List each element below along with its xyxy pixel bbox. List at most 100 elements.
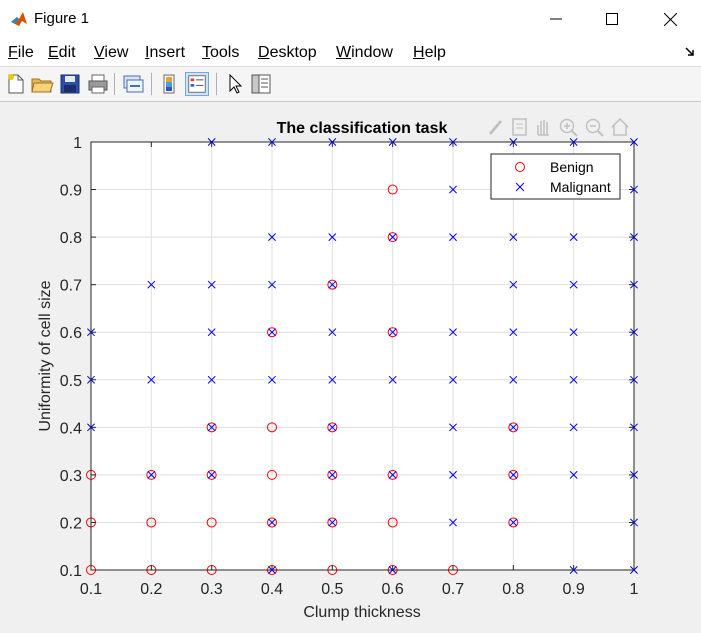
property-inspector-icon[interactable]	[249, 72, 273, 96]
pointer-icon[interactable]	[223, 72, 247, 96]
malignant-point	[328, 470, 337, 479]
benign-point	[508, 517, 519, 528]
brush-icon[interactable]	[489, 120, 502, 135]
benign-point	[387, 232, 398, 243]
menu-window[interactable]: Window	[336, 44, 393, 61]
x-tick-label: 0.8	[502, 581, 524, 598]
plot-background	[91, 142, 634, 570]
home-icon[interactable]	[611, 117, 629, 136]
legend-label-benign: Benign	[550, 159, 594, 175]
malignant-point	[509, 328, 518, 337]
malignant-point	[328, 280, 337, 289]
y-tick-label: 0.7	[60, 278, 82, 295]
x-tick-label: 0.3	[201, 581, 223, 598]
y-tick-label: 0.2	[60, 515, 82, 532]
legend-icon[interactable]	[185, 72, 209, 96]
y-tick-label: 0.9	[60, 183, 82, 200]
malignant-point	[147, 470, 156, 479]
legend-box	[490, 153, 621, 200]
benign-point	[267, 422, 277, 433]
minimize-button[interactable]	[527, 0, 585, 38]
malignant-point	[328, 375, 337, 384]
colorbar-icon[interactable]	[158, 72, 182, 96]
malignant-point	[268, 328, 276, 337]
maximize-button[interactable]	[583, 0, 641, 38]
legend[interactable]: Benign Malignant	[490, 153, 621, 200]
dock-arrow-icon[interactable]	[685, 47, 695, 57]
malignant-point	[388, 233, 397, 242]
malignant-point	[207, 328, 216, 337]
benign-point	[387, 184, 398, 195]
benign-point	[206, 469, 217, 480]
malignant-point	[509, 423, 518, 432]
menu-tools[interactable]: Tools	[202, 44, 240, 61]
malignant-point	[207, 280, 216, 289]
close-icon	[663, 12, 677, 26]
x-axis-label: Clump thickness	[303, 604, 420, 621]
link-plot-icon[interactable]	[121, 72, 145, 96]
save-icon[interactable]	[58, 72, 82, 96]
menu-bar: File Edit View Insert Tools Desktop Wind…	[0, 38, 701, 67]
malignant-point	[449, 233, 457, 242]
x-tick-label: 0.5	[321, 581, 343, 598]
malignant-point	[569, 375, 578, 384]
malignant-point	[509, 375, 518, 384]
x-tick-label: 0.6	[382, 581, 404, 598]
malignant-point	[569, 423, 578, 432]
malignant-point	[388, 470, 397, 479]
zoom-in-icon[interactable]	[559, 118, 578, 137]
open-file-icon[interactable]	[30, 72, 54, 96]
malignant-point	[268, 375, 276, 384]
chart-title: The classification task	[277, 120, 448, 137]
malignant-point	[207, 375, 216, 384]
malignant-point	[328, 423, 337, 432]
menu-edit[interactable]: Edit	[48, 44, 76, 61]
benign-point	[206, 422, 217, 433]
benign-point	[327, 422, 338, 433]
y-tick-label: 0.6	[60, 325, 82, 342]
axes-toolbar	[489, 117, 629, 137]
close-button[interactable]	[641, 0, 699, 38]
menu-desktop[interactable]: Desktop	[258, 44, 317, 61]
benign-point	[206, 517, 217, 528]
axes-box	[90, 141, 635, 571]
menu-help[interactable]: Help	[413, 44, 446, 61]
malignant-point	[449, 375, 457, 384]
y-tick-label: 0.5	[60, 373, 82, 390]
malignant-point	[388, 328, 397, 337]
benign-point	[327, 469, 338, 480]
malignant-point	[509, 280, 518, 289]
malignant-point	[268, 280, 276, 289]
malignant-point	[207, 470, 216, 479]
x-tick-label: 0.4	[261, 581, 283, 598]
malignant-point	[328, 328, 337, 337]
legend-label-malignant: Malignant	[550, 179, 611, 195]
scatter-chart: 0.1 0.2 0.3 0.4 0.5 0.6 0.7 0.8 0.9 1 0.10.20.30.…	[37, 117, 639, 621]
menu-insert[interactable]: Insert	[145, 44, 186, 61]
malignant-point	[569, 233, 578, 242]
datatip-icon[interactable]	[512, 118, 527, 136]
x-tick-label: 1	[630, 581, 639, 598]
malignant-point	[328, 233, 337, 242]
pan-icon[interactable]	[537, 120, 549, 136]
zoom-out-icon[interactable]	[585, 118, 604, 137]
menu-file[interactable]: File	[8, 44, 34, 61]
toolbar-separator	[114, 73, 115, 95]
toolbar-separator	[151, 73, 152, 95]
menu-view[interactable]: View	[94, 44, 129, 61]
x-tick-label: 0.2	[140, 581, 162, 598]
malignant-point	[268, 233, 276, 242]
y-axis-label: Uniformity of cell size	[37, 280, 54, 431]
print-icon[interactable]	[86, 72, 110, 96]
benign-point	[387, 517, 398, 528]
malignant-point	[449, 328, 457, 337]
malignant-point	[449, 423, 457, 432]
malignant-point	[207, 423, 216, 432]
benign-point	[387, 327, 398, 338]
y-tick-label: 0.4	[60, 420, 82, 437]
minimize-icon	[550, 18, 562, 20]
x-tick-label: 0.1	[80, 581, 102, 598]
benign-point	[387, 469, 398, 480]
new-figure-icon[interactable]	[4, 72, 28, 96]
x-tick-label: 0.7	[442, 581, 464, 598]
